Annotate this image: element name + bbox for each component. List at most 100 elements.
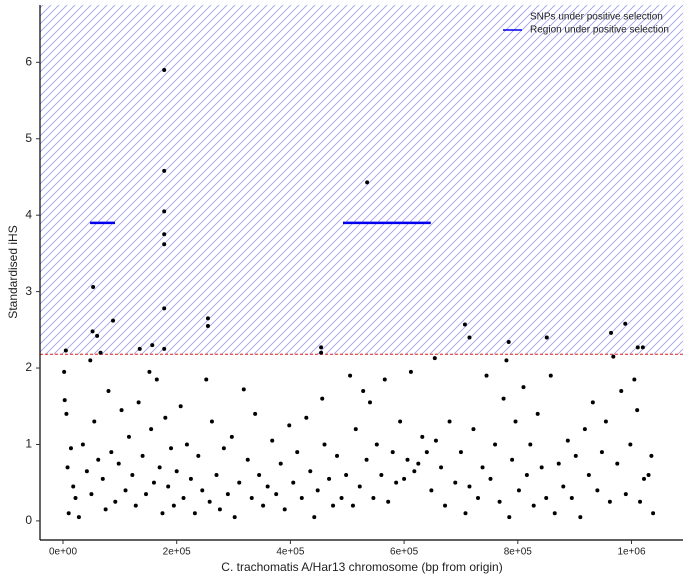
snp-point (162, 306, 167, 311)
snp-point (174, 469, 179, 474)
snp-point (308, 469, 313, 474)
x-tick-label: 1e+06 (617, 547, 646, 558)
snp-point (353, 427, 358, 432)
snp-point (506, 340, 511, 345)
snp-point (573, 453, 578, 458)
snp-point (521, 385, 526, 390)
snp-point (162, 168, 167, 173)
y-tick-label: 4 (25, 207, 32, 221)
snp-point (160, 511, 165, 516)
snp-point (126, 434, 131, 439)
snp-point (149, 427, 154, 432)
snp-point (221, 446, 226, 451)
snp-point (162, 346, 167, 351)
snp-point (62, 398, 67, 403)
y-axis-label: Standardised iHS (6, 225, 20, 318)
snp-point (80, 442, 85, 447)
snp-point (561, 484, 566, 489)
snp-point (367, 400, 372, 405)
snp-point (188, 476, 193, 481)
snp-point (402, 476, 407, 481)
snp-point (615, 461, 620, 466)
y-tick-label: 6 (25, 54, 32, 68)
snp-point (649, 453, 654, 458)
snp-point (278, 461, 283, 466)
snp-point (123, 488, 128, 493)
snp-point (513, 419, 518, 424)
snp-point (611, 354, 616, 359)
snp-point (106, 388, 111, 393)
snp-point (295, 450, 300, 455)
snp-point (623, 321, 628, 326)
snp-point (181, 495, 186, 500)
snp-point (504, 358, 509, 363)
snp-point (116, 461, 121, 466)
snp-point (651, 511, 656, 516)
snp-point (163, 415, 168, 420)
snp-point (462, 322, 467, 327)
snp-point (447, 419, 452, 424)
snp-point (130, 473, 135, 478)
snp-point (539, 465, 544, 470)
x-tick-label: 6e+05 (390, 547, 419, 558)
snp-point (433, 438, 438, 443)
snp-point (140, 453, 145, 458)
snp-point (556, 461, 561, 466)
y-tick-label: 2 (25, 360, 32, 374)
snp-point (569, 495, 574, 500)
snp-point (371, 495, 376, 500)
snp-point (205, 324, 210, 328)
snp-point (578, 515, 583, 520)
snp-point (253, 411, 258, 416)
snp-point (322, 442, 327, 447)
snp-point (640, 345, 645, 350)
snp-point (92, 419, 97, 424)
snp-point (453, 480, 458, 485)
snp-point (274, 492, 279, 497)
snp-point (379, 473, 384, 478)
snp-point (229, 434, 234, 439)
snp-point (66, 511, 71, 516)
snp-point (98, 350, 103, 355)
snp-point (209, 419, 214, 424)
snp-point (364, 457, 369, 462)
snp-point (386, 499, 391, 504)
snp-point (623, 492, 628, 497)
x-axis-label: C. trachomatis A/Har13 chromosome (bp fr… (221, 560, 502, 574)
snp-point (245, 457, 250, 462)
snp-point (516, 488, 521, 493)
snp-point (217, 507, 222, 512)
snp-point (192, 511, 197, 516)
snp-point (408, 369, 413, 374)
snp-point (169, 446, 174, 451)
snp-point (420, 434, 425, 439)
snp-point (119, 408, 124, 413)
snp-point (510, 457, 515, 462)
snp-point (88, 358, 93, 363)
snp-point (646, 473, 651, 478)
snp-point (467, 335, 472, 340)
snp-point (443, 503, 448, 508)
snp-point (76, 515, 81, 520)
snp-point (89, 492, 94, 497)
snp-point (237, 480, 242, 485)
legend-hatch-icon (512, 12, 521, 21)
snp-point (63, 348, 68, 353)
snp-point (154, 377, 159, 382)
snp-point (424, 450, 429, 455)
snp-point (137, 346, 142, 351)
snp-point (291, 480, 296, 485)
legend: SNPs under positive selection Region und… (503, 12, 669, 36)
snp-point (150, 343, 155, 348)
snp-point (497, 499, 502, 504)
snp-point (68, 446, 73, 451)
snp-point (507, 515, 512, 520)
snp-point (607, 499, 612, 504)
snp-point (100, 476, 105, 481)
snp-point (204, 377, 209, 382)
snp-point (157, 465, 162, 470)
snp-point (151, 480, 156, 485)
snp-point (144, 492, 149, 497)
snp-point (565, 438, 570, 443)
